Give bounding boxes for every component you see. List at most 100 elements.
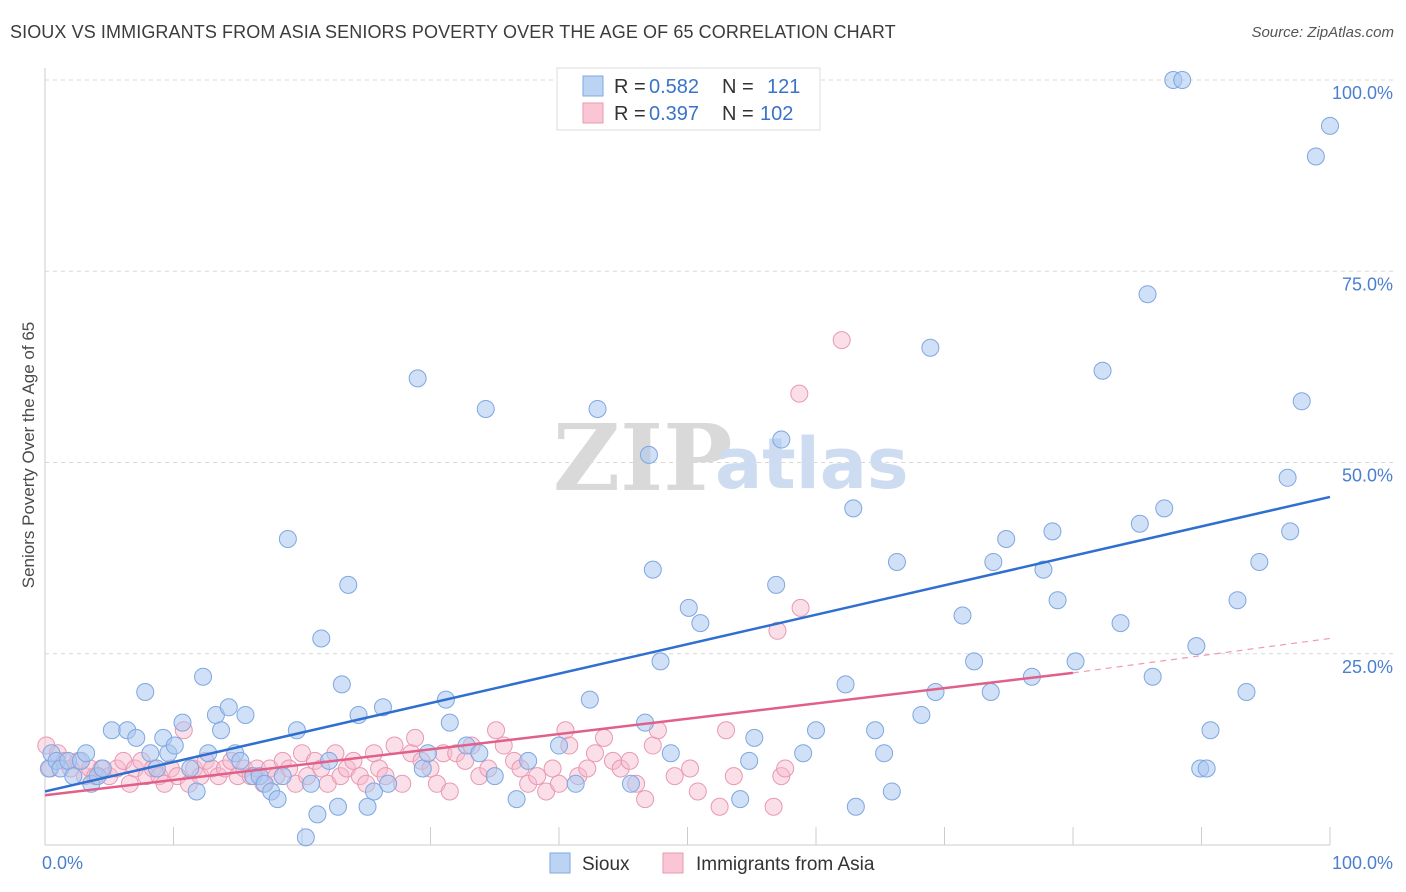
sioux-point-115 <box>1237 683 1256 701</box>
asia-point-47 <box>331 767 350 786</box>
sioux-point-69 <box>639 445 658 464</box>
legend-n-label-1: N = <box>722 76 754 98</box>
sioux-point-14 <box>136 683 155 701</box>
y-tick-label-0: 100.0% <box>1332 83 1393 103</box>
sioux-point-19 <box>165 736 184 755</box>
watermark-atlas: atlas <box>715 423 909 505</box>
sioux-point-15 <box>141 744 160 763</box>
sioux-point-106 <box>1143 667 1162 686</box>
sioux-point-49 <box>364 782 383 801</box>
asia-point-93 <box>688 782 707 801</box>
legend-box: R = 0.582 N = 121 R = 0.397 N = 102 <box>556 67 821 131</box>
sioux-point-92 <box>953 606 972 625</box>
asia-point-49 <box>344 751 363 770</box>
asia-point-103 <box>832 331 851 350</box>
asia-point-89 <box>643 736 662 755</box>
sioux-point-87 <box>882 782 901 801</box>
asia-point-69 <box>487 721 506 740</box>
sioux-point-40 <box>301 774 320 793</box>
sioux-point-20 <box>173 713 192 732</box>
asia-point-101 <box>790 384 809 403</box>
legend-n-label-2: N = <box>722 103 754 125</box>
sioux-point-56 <box>440 713 459 732</box>
sioux-point-119 <box>1292 392 1311 411</box>
asia-point-53 <box>370 759 389 778</box>
sioux-point-74 <box>691 614 710 633</box>
sioux-point-72 <box>661 744 680 763</box>
sioux-point-36 <box>273 767 292 786</box>
asia-point-52 <box>364 744 383 763</box>
sioux-trend-line <box>44 495 1331 793</box>
sioux-point-71 <box>651 652 670 671</box>
chart-title: SIOUX VS IMMIGRANTS FROM ASIA SENIORS PO… <box>10 22 896 42</box>
asia-point-78 <box>556 721 575 740</box>
sioux-point-102 <box>1093 361 1112 380</box>
x-tick-labels: 0.0% 100.0% <box>42 853 1393 873</box>
sioux-point-23 <box>194 667 213 686</box>
sioux-point-80 <box>794 744 813 763</box>
sioux-point-113 <box>1201 721 1220 740</box>
sioux-point-85 <box>866 721 885 740</box>
sioux-point-7 <box>77 744 96 763</box>
asia-point-77 <box>550 774 568 793</box>
legend-swatch-asia <box>582 102 604 124</box>
bottom-legend: Sioux Immigrants from Asia <box>549 852 875 875</box>
sioux-point-37 <box>278 530 297 548</box>
sioux-point-22 <box>187 782 206 801</box>
watermark: ZIP atlas <box>553 404 909 512</box>
sioux-point-27 <box>219 698 238 717</box>
sioux-point-86 <box>875 744 894 763</box>
sioux-point-91 <box>926 683 945 701</box>
sioux-point-48 <box>358 797 377 816</box>
sioux-point-61 <box>507 790 526 809</box>
sioux-point-16 <box>147 759 166 778</box>
legend-r-label-2: R = <box>614 103 646 125</box>
sioux-point-96 <box>997 530 1016 548</box>
x-tick-label-1: 100.0% <box>1332 853 1393 873</box>
sioux-point-105 <box>1138 285 1157 304</box>
bottom-legend-label-sioux: Sioux <box>582 854 630 875</box>
sioux-point-88 <box>887 552 906 571</box>
sioux-point-114 <box>1228 591 1247 610</box>
sioux-point-41 <box>308 805 327 824</box>
sioux-point-109 <box>1173 71 1192 89</box>
sioux-point-84 <box>846 797 865 816</box>
sioux-point-121 <box>1321 116 1339 135</box>
sioux-point-70 <box>643 560 662 579</box>
sioux-point-50 <box>373 698 392 717</box>
sioux-point-98 <box>1034 560 1053 579</box>
sioux-point-10 <box>93 759 112 778</box>
sioux-point-64 <box>566 774 585 793</box>
y-tick-labels: 100.0% 75.0% 50.0% 25.0% <box>1332 83 1393 677</box>
sioux-point-54 <box>418 744 437 763</box>
y-tick-label-3: 25.0% <box>1342 657 1393 677</box>
sioux-point-21 <box>181 759 200 778</box>
asia-point-63 <box>440 782 459 801</box>
sioux-point-26 <box>212 721 231 740</box>
asia-point-100 <box>776 759 795 778</box>
sioux-point-103 <box>1111 614 1130 633</box>
asia-point-88 <box>636 790 655 809</box>
sioux-point-83 <box>844 499 863 518</box>
sioux-point-117 <box>1278 468 1297 487</box>
sioux-point-118 <box>1281 522 1300 541</box>
sioux-point-66 <box>588 399 607 418</box>
sioux-point-112 <box>1197 759 1216 778</box>
sioux-point-5 <box>64 767 83 786</box>
bottom-legend-swatch-asia <box>662 852 684 874</box>
sioux-point-79 <box>772 430 791 449</box>
sioux-point-95 <box>984 552 1003 571</box>
legend-n-value-1: 121 <box>767 76 800 98</box>
sioux-point-42 <box>312 629 331 648</box>
sioux-point-116 <box>1250 552 1269 571</box>
sioux-point-100 <box>1048 591 1067 610</box>
sioux-point-76 <box>740 751 759 770</box>
sioux-point-82 <box>836 675 855 694</box>
legend-r-label-1: R = <box>614 76 646 98</box>
sioux-point-65 <box>580 690 599 709</box>
sioux-point-62 <box>519 751 538 770</box>
sioux-point-63 <box>550 736 568 755</box>
sioux-point-30 <box>236 705 255 724</box>
sioux-point-45 <box>332 675 351 694</box>
